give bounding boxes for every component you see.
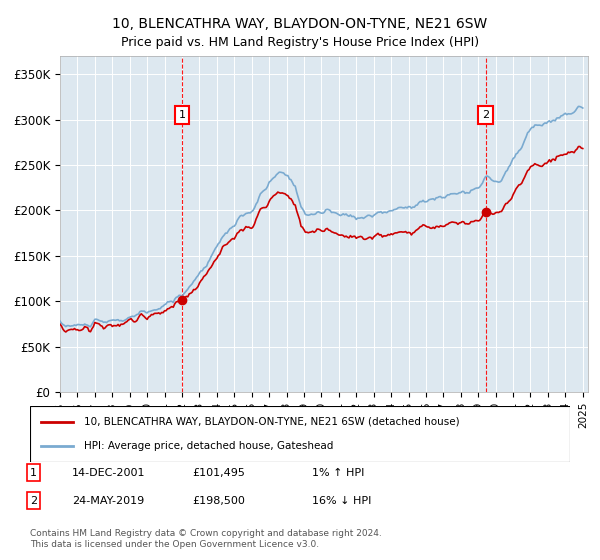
Text: Contains HM Land Registry data © Crown copyright and database right 2024.
This d: Contains HM Land Registry data © Crown c… (30, 529, 382, 549)
Text: Price paid vs. HM Land Registry's House Price Index (HPI): Price paid vs. HM Land Registry's House … (121, 36, 479, 49)
Text: 2: 2 (482, 110, 489, 120)
Text: £101,495: £101,495 (192, 468, 245, 478)
Text: £198,500: £198,500 (192, 496, 245, 506)
Text: 2: 2 (30, 496, 37, 506)
Text: 14-DEC-2001: 14-DEC-2001 (72, 468, 146, 478)
FancyBboxPatch shape (30, 406, 570, 462)
Text: 24-MAY-2019: 24-MAY-2019 (72, 496, 144, 506)
Text: 1: 1 (178, 110, 185, 120)
Text: 10, BLENCATHRA WAY, BLAYDON-ON-TYNE, NE21 6SW (detached house): 10, BLENCATHRA WAY, BLAYDON-ON-TYNE, NE2… (84, 417, 460, 427)
Text: HPI: Average price, detached house, Gateshead: HPI: Average price, detached house, Gate… (84, 441, 334, 451)
Text: 10, BLENCATHRA WAY, BLAYDON-ON-TYNE, NE21 6SW: 10, BLENCATHRA WAY, BLAYDON-ON-TYNE, NE2… (112, 17, 488, 31)
Text: 16% ↓ HPI: 16% ↓ HPI (312, 496, 371, 506)
Text: 1: 1 (30, 468, 37, 478)
Text: 1% ↑ HPI: 1% ↑ HPI (312, 468, 364, 478)
